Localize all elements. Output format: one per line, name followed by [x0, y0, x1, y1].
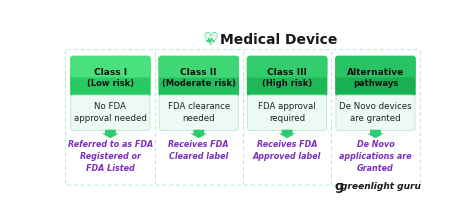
Text: Receives FDA
Cleared label: Receives FDA Cleared label — [168, 141, 229, 161]
FancyBboxPatch shape — [70, 56, 151, 78]
Text: Class III: Class III — [267, 68, 307, 76]
Text: No FDA
approval needed: No FDA approval needed — [74, 102, 147, 123]
FancyBboxPatch shape — [247, 56, 328, 78]
Polygon shape — [279, 130, 296, 138]
Text: FDA clearance
needed: FDA clearance needed — [168, 102, 230, 123]
Text: Class I: Class I — [94, 68, 127, 76]
Text: FDA approval
required: FDA approval required — [258, 102, 316, 123]
Text: De Novo devices
are granted: De Novo devices are granted — [339, 102, 412, 123]
Text: greenlight guru: greenlight guru — [341, 182, 421, 191]
Text: ♥: ♥ — [202, 31, 219, 49]
FancyBboxPatch shape — [247, 95, 327, 130]
FancyBboxPatch shape — [158, 56, 239, 78]
Text: (Moderate risk): (Moderate risk) — [162, 79, 236, 88]
Text: ♡: ♡ — [202, 31, 219, 49]
FancyBboxPatch shape — [158, 56, 239, 97]
Polygon shape — [102, 130, 119, 138]
FancyBboxPatch shape — [336, 95, 415, 130]
Text: Medical Device: Medical Device — [219, 33, 337, 47]
FancyBboxPatch shape — [71, 95, 150, 130]
FancyBboxPatch shape — [70, 56, 151, 97]
Text: Referred to as FDA
Registered or
FDA Listed: Referred to as FDA Registered or FDA Lis… — [68, 141, 153, 173]
FancyBboxPatch shape — [335, 56, 416, 78]
Text: Receives FDA
Approved label: Receives FDA Approved label — [253, 141, 321, 161]
FancyBboxPatch shape — [247, 56, 328, 97]
Text: Class II: Class II — [181, 68, 217, 76]
Text: (High risk): (High risk) — [262, 79, 312, 88]
Text: ɡ: ɡ — [334, 180, 343, 193]
FancyBboxPatch shape — [159, 95, 238, 130]
Text: pathways: pathways — [353, 79, 398, 88]
Polygon shape — [190, 130, 207, 138]
Text: Alternative: Alternative — [347, 68, 404, 76]
Text: (Low risk): (Low risk) — [87, 79, 134, 88]
Polygon shape — [367, 130, 384, 138]
FancyBboxPatch shape — [335, 56, 416, 97]
Text: De Novo
applications are
Granted: De Novo applications are Granted — [339, 141, 412, 173]
